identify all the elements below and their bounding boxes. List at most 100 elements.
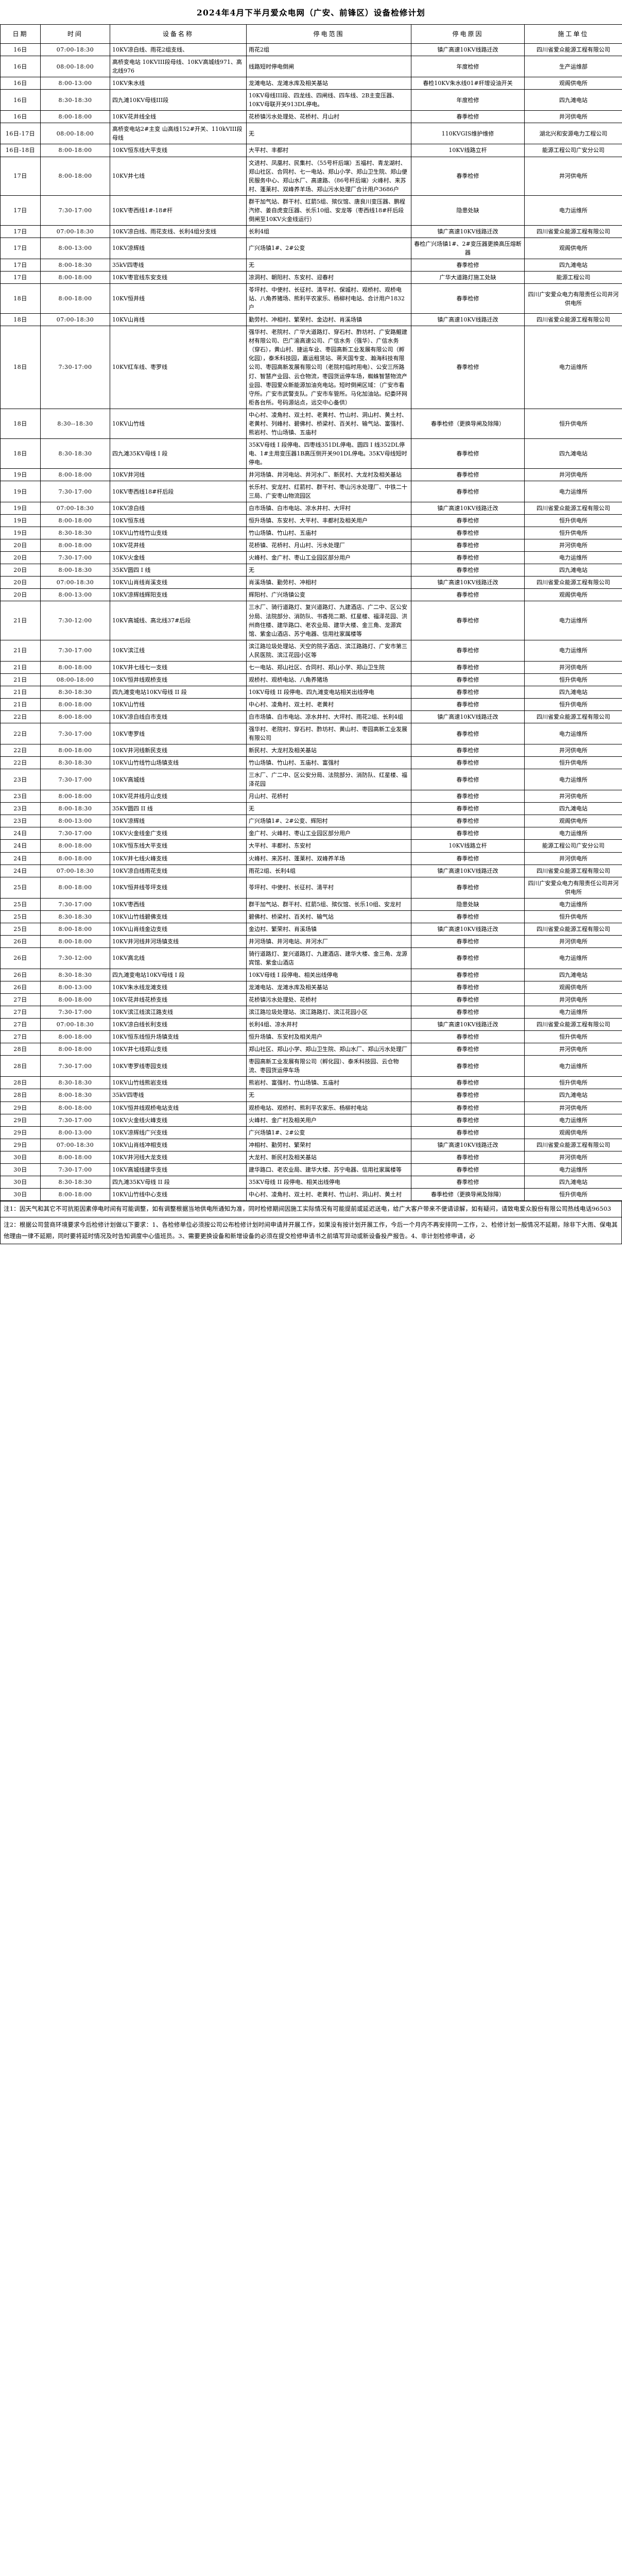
row-cell-scope: 井河场镇、井河电站、井河水厂: [246, 935, 411, 948]
row-cell-scope: 恒升场镇、东安村、大平村、丰都村及相关用户: [246, 514, 411, 528]
table-body: 16日 07:00-18:30 10KV凉白线、雨花2组支线、 雨花2组 镇广高速10K…: [0, 43, 622, 1201]
row-cell-date: 26日: [0, 968, 41, 982]
row-cell-reason: 隐患处缺: [411, 195, 525, 226]
row-cell-scope: 碧佛村、桥梁村、百关村、输气站: [246, 910, 411, 923]
row-cell-scope: 辉阳村、广兴场镇公变: [246, 588, 411, 602]
row-cell-time: 8:00-18:00: [40, 935, 110, 948]
row-cell-reason: 春季检修: [411, 1101, 525, 1114]
row-cell-reason: 春季检修: [411, 981, 525, 994]
row-cell-scope: 大平村、丰都村: [246, 144, 411, 157]
row-cell-scope: 无: [246, 1089, 411, 1102]
row-cell-scope: 滨江路垃圾处理站、天空的院子酒店、滨江路路灯、广安市第三人民医院、滨江花园小区等: [246, 639, 411, 662]
table-row: 19日 8:00-18:00 10KV恒东线 恒升场镇、东安村、大平村、丰都村及相关用…: [0, 514, 622, 528]
row-cell-date: 17日: [0, 156, 41, 196]
row-cell-scope: 文进村、凤凰村、民集村、（55号杆后端）五福村、青龙湖村、郑山社区、合同村、七一…: [246, 156, 411, 196]
row-cell-date: 22日: [0, 710, 41, 724]
row-cell-scope: 长利4组: [246, 225, 411, 238]
row-cell-time: 8:30-18:30: [40, 527, 110, 540]
table-row: 27日 8:00-18:00 10KV花井线花桥支线 花桥镇污水处理处、花桥村 春季检修…: [0, 993, 622, 1007]
row-cell-unit: 四川省爱众能源工程有限公司: [524, 710, 622, 724]
table-row: 20日 8:00-18:00 10KV花井线 花桥镇、花桥村、月山村、污水处理厂 春季检…: [0, 539, 622, 552]
row-cell-equipment: 10KV枣罗线枣园支线: [110, 1055, 247, 1077]
row-cell-time: 8:00-18:00: [40, 698, 110, 711]
row-cell-reason: 春季检修: [411, 947, 525, 969]
row-cell-scope: 肖溪场镇、勤劳村、冲相村: [246, 576, 411, 589]
row-cell-unit: 能源工程公司: [524, 271, 622, 284]
row-cell-time: 08:00-18:00: [40, 123, 110, 145]
row-cell-equipment: 10KV枣西线1#-18#杆: [110, 195, 247, 226]
row-cell-time: 08:00-18:00: [40, 56, 110, 78]
row-cell-reason: 春检10KV朱水线01#杆增设油开关: [411, 77, 525, 90]
column-header-date: 日期: [0, 24, 41, 44]
row-cell-scope: 枣园高新工业发展有限公司（孵化园）、泰禾科技园、云仓物流、枣园货运停车场: [246, 1055, 411, 1077]
row-cell-equipment: 10KV恒东线: [110, 514, 247, 528]
row-cell-time: 8:00-18:00: [40, 876, 110, 899]
row-cell-reason: 春季检修: [411, 481, 525, 503]
table-row: 22日 8:00-18:00 10KV凉白线白市支线 白市场镇、白市电站、凉水井村、大…: [0, 710, 622, 724]
row-cell-equipment: 10KV朱水线: [110, 77, 247, 90]
row-cell-reason: 春季检修: [411, 756, 525, 770]
row-cell-unit: 生产运维部: [524, 56, 622, 78]
row-cell-reason: 镇广高速10KV线路迁改: [411, 922, 525, 936]
row-cell-scope: 月山村、花桥村: [246, 790, 411, 803]
row-cell-date: 16日: [0, 110, 41, 124]
row-cell-time: 8:00-18:00: [40, 993, 110, 1007]
row-cell-date: 16日-17日: [0, 123, 41, 145]
row-cell-equipment: 10KV凉辉线: [110, 237, 247, 259]
row-cell-equipment: 10KV凉白线、雨花支线、长利4组分支线: [110, 225, 247, 238]
row-cell-scope: 强华村、老院村、穿石村、酢坊村、黄山村、枣园高新工业发展有限公司: [246, 722, 411, 745]
row-cell-unit: 观阁供电所: [524, 981, 622, 994]
row-cell-reason: 春季检修: [411, 698, 525, 711]
row-cell-reason: 春季检修: [411, 1006, 525, 1019]
row-cell-scope: 花桥镇、花桥村、月山村、污水处理厂: [246, 539, 411, 552]
table-row: 20日 8:00-13:00 10KV凉辉线辉阳支线 辉阳村、广兴场镇公变 春季检修 观阁…: [0, 588, 622, 602]
table-row: 22日 8:00-18:00 10KV井河线新民支线 新民村、大龙村及相关基站 春季检修…: [0, 744, 622, 757]
row-cell-reason: 春季检修: [411, 1126, 525, 1139]
column-header-scope: 停电范围: [246, 24, 411, 44]
row-cell-scope: 火峰村、金广村及相关用户: [246, 1113, 411, 1127]
row-cell-reason: 10KV线路立杆: [411, 839, 525, 853]
table-row: 19日 07:00-18:30 10KV凉白线 白市场镇、白市电站、凉水井村、大坪村镇…: [0, 502, 622, 515]
row-cell-reason: 春季检修: [411, 326, 525, 409]
row-cell-reason: 年度检修: [411, 89, 525, 111]
row-cell-reason: 春季检修: [411, 660, 525, 674]
row-cell-time: 8:00-18:00: [40, 271, 110, 284]
row-cell-equipment: 10KV枣西线: [110, 897, 247, 911]
row-cell-equipment: 10KV凉辉线: [110, 815, 247, 828]
row-cell-equipment: 10KV火金线金广支线: [110, 827, 247, 840]
row-cell-time: 8:00-18:00: [40, 839, 110, 853]
table-row: 24日 07:00-18:30 10KV凉白线雨花支线 雨花2组、长利4组 镇广高速10…: [0, 864, 622, 877]
row-cell-equipment: 高桥变电站 10KVIII段母线、10KV高城线971、高北线976: [110, 56, 247, 78]
row-cell-time: 8:00-18:00: [40, 539, 110, 552]
row-cell-reason: 春季检修: [411, 156, 525, 196]
row-cell-unit: 电力运维所: [524, 722, 622, 745]
table-row: 28日 8:30-18:30 10KV山竹线熊岩支线 熊岩村、富强村、竹山场镇、五庙村…: [0, 1076, 622, 1090]
row-cell-date: 25日: [0, 922, 41, 936]
row-cell-unit: 井河供电所: [524, 156, 622, 196]
row-cell-equipment: 10KV枣西线18#杆后段: [110, 481, 247, 503]
row-cell-equipment: 10KV枣官线东安支线: [110, 271, 247, 284]
row-cell-time: 7:30-17:00: [40, 897, 110, 911]
table-row: 30日 7:30-17:00 10KV高城线建华支线 建华路口、老农业局、建华大楼、苏…: [0, 1163, 622, 1176]
row-cell-date: 25日: [0, 897, 41, 911]
row-cell-scope: 10KV母线 I 段停电、相关出线停电: [246, 968, 411, 982]
row-cell-date: 21日: [0, 685, 41, 699]
row-cell-equipment: 10KV恒井线观桥电站支线: [110, 1101, 247, 1114]
row-cell-reason: 春季检修: [411, 1163, 525, 1176]
row-cell-scope: 中心村、凌角村、双土村、老黄村: [246, 698, 411, 711]
table-row: 26日 7:30-12:00 10KV高北线 骑行道路灯、复兴道路灯、九建酒店、建华大…: [0, 947, 622, 969]
row-cell-equipment: 10KV凉白线白市支线: [110, 710, 247, 724]
row-cell-reason: 春季检修: [411, 935, 525, 948]
row-cell-date: 16日: [0, 56, 41, 78]
table-row: 16日-17日 08:00-18:00 高桥变电站2#主变 山高线152#开关、11…: [0, 123, 622, 145]
row-cell-reason: 镇广高速10KV线路迁改: [411, 1018, 525, 1031]
row-cell-unit: 四九滩电站: [524, 685, 622, 699]
row-cell-equipment: 10KV井河线井河场镇支线: [110, 935, 247, 948]
row-cell-reason: 镇广高速10KV线路迁改: [411, 710, 525, 724]
row-cell-time: 8:30-18:30: [40, 910, 110, 923]
row-cell-date: 27日: [0, 1018, 41, 1031]
row-cell-time: 8:00-18:00: [40, 1188, 110, 1201]
row-cell-scope: 无: [246, 802, 411, 816]
row-cell-equipment: 10KV井七线郑山支线: [110, 1043, 247, 1056]
row-cell-unit: 井河供电所: [524, 539, 622, 552]
